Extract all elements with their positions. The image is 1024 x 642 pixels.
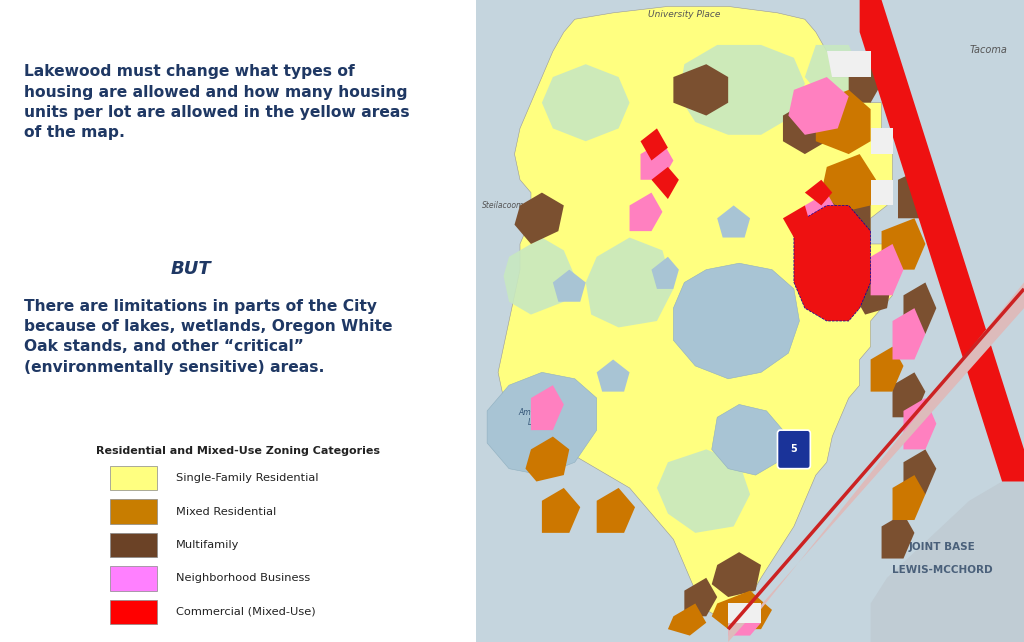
Polygon shape — [783, 205, 810, 238]
Polygon shape — [903, 449, 936, 494]
Polygon shape — [805, 180, 833, 205]
Text: Commercial (Mixed-Use): Commercial (Mixed-Use) — [176, 607, 315, 617]
Polygon shape — [870, 128, 893, 154]
Polygon shape — [893, 475, 926, 520]
Polygon shape — [728, 603, 761, 623]
Polygon shape — [641, 141, 674, 180]
Polygon shape — [728, 282, 1024, 642]
Polygon shape — [514, 193, 564, 244]
FancyBboxPatch shape — [777, 430, 810, 469]
FancyBboxPatch shape — [110, 466, 157, 490]
Text: Single-Family Residential: Single-Family Residential — [176, 473, 318, 483]
Polygon shape — [860, 0, 1024, 482]
FancyBboxPatch shape — [110, 566, 157, 591]
Polygon shape — [586, 238, 674, 327]
Text: There are limitations in parts of the City
because of lakes, wetlands, Oregon Wh: There are limitations in parts of the Ci… — [24, 299, 392, 375]
Polygon shape — [783, 103, 826, 154]
Polygon shape — [882, 218, 926, 270]
Polygon shape — [712, 591, 772, 629]
Polygon shape — [903, 282, 936, 334]
Polygon shape — [597, 360, 630, 392]
Text: 5: 5 — [791, 444, 798, 455]
Text: Lakewood must change what types of
housing are allowed and how many housing
unit: Lakewood must change what types of housi… — [24, 64, 410, 141]
Polygon shape — [898, 167, 936, 218]
Polygon shape — [893, 372, 926, 417]
Polygon shape — [531, 385, 564, 430]
Polygon shape — [487, 372, 597, 475]
Polygon shape — [668, 603, 707, 636]
Polygon shape — [816, 90, 870, 154]
FancyBboxPatch shape — [110, 600, 157, 624]
Polygon shape — [525, 437, 569, 482]
Polygon shape — [674, 64, 728, 116]
Polygon shape — [712, 404, 783, 475]
Polygon shape — [504, 238, 574, 315]
Polygon shape — [854, 257, 893, 315]
Polygon shape — [849, 64, 882, 103]
Text: University Place: University Place — [648, 10, 721, 19]
Polygon shape — [679, 45, 805, 135]
Polygon shape — [553, 270, 586, 302]
Polygon shape — [870, 347, 903, 392]
Polygon shape — [893, 308, 926, 360]
Polygon shape — [717, 205, 750, 238]
Polygon shape — [728, 603, 761, 636]
Text: Multifamily: Multifamily — [176, 540, 240, 550]
Text: LEWIS-MCCHORD: LEWIS-MCCHORD — [892, 565, 992, 575]
Polygon shape — [821, 154, 877, 212]
FancyBboxPatch shape — [110, 499, 157, 524]
Polygon shape — [542, 488, 581, 533]
Polygon shape — [684, 578, 717, 616]
Polygon shape — [903, 398, 936, 449]
Text: Steilacoom
Lake: Steilacoom Lake — [707, 311, 750, 331]
Text: JOINT BASE: JOINT BASE — [908, 542, 975, 552]
Polygon shape — [870, 180, 893, 205]
Polygon shape — [805, 193, 838, 238]
Polygon shape — [712, 552, 761, 597]
Text: Steilacoom: Steilacoom — [481, 201, 524, 210]
Polygon shape — [882, 514, 914, 559]
Text: Tacoma: Tacoma — [969, 45, 1007, 55]
Text: Neighborhood Business: Neighborhood Business — [176, 573, 310, 584]
Polygon shape — [870, 482, 1024, 642]
Text: BUT: BUT — [170, 260, 211, 278]
Polygon shape — [651, 257, 679, 289]
Polygon shape — [498, 6, 893, 616]
Polygon shape — [597, 488, 635, 533]
Polygon shape — [651, 167, 679, 199]
Text: American
Lake: American Lake — [518, 408, 555, 427]
Polygon shape — [805, 45, 860, 96]
Polygon shape — [816, 180, 870, 244]
Polygon shape — [542, 64, 630, 141]
Polygon shape — [657, 449, 750, 533]
Polygon shape — [794, 205, 870, 321]
Polygon shape — [674, 263, 800, 379]
Text: Residential and Mixed-Use Zoning Categories: Residential and Mixed-Use Zoning Categor… — [96, 446, 380, 456]
Polygon shape — [826, 51, 870, 77]
Polygon shape — [870, 244, 903, 295]
Text: Gravelly
Lake: Gravelly Lake — [723, 427, 755, 446]
Polygon shape — [641, 128, 668, 160]
FancyBboxPatch shape — [110, 533, 157, 557]
Polygon shape — [788, 77, 849, 135]
Text: Mixed Residential: Mixed Residential — [176, 507, 276, 517]
Polygon shape — [630, 193, 663, 231]
